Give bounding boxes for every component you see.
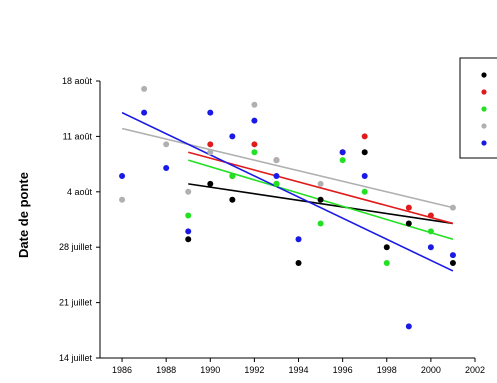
data-point [251, 141, 258, 148]
data-point [207, 180, 214, 187]
x-tick-label: 1990 [200, 365, 220, 375]
trend-lines [121, 111, 454, 272]
data-point [251, 149, 258, 156]
data-point [295, 260, 302, 267]
data-point [449, 204, 456, 211]
legend-marker [481, 89, 487, 95]
data-points [119, 85, 456, 330]
trend-line [121, 127, 454, 209]
trend-line [188, 151, 454, 225]
data-point [317, 220, 324, 227]
x-tick-label: 1988 [156, 365, 176, 375]
legend-marker [481, 123, 487, 129]
data-point [185, 212, 192, 219]
trend-line [188, 183, 454, 225]
data-point [207, 109, 214, 116]
data-point [273, 180, 280, 187]
y-tick-label: 18 août [62, 76, 93, 86]
data-point [317, 196, 324, 203]
data-point [361, 188, 368, 195]
data-point [361, 133, 368, 140]
x-tick-label: 1992 [244, 365, 264, 375]
x-tick-label: 2000 [421, 365, 441, 375]
x-tick-label: 1996 [333, 365, 353, 375]
data-point [383, 244, 390, 251]
data-point [339, 157, 346, 164]
data-point [427, 228, 434, 235]
data-point [119, 172, 126, 179]
y-axis-title: Date de ponte [16, 172, 31, 258]
data-point [141, 85, 148, 92]
data-point [427, 212, 434, 219]
data-point [185, 236, 192, 243]
data-point [449, 252, 456, 259]
data-point [405, 323, 412, 330]
data-point [229, 196, 236, 203]
y-tick-label: 4 août [67, 187, 93, 197]
data-point [449, 260, 456, 267]
legend-marker [481, 140, 487, 146]
x-tick-label: 2002 [465, 365, 485, 375]
data-point [163, 141, 170, 148]
data-point [207, 141, 214, 148]
data-point [361, 149, 368, 156]
y-tick-label: 21 juillet [59, 298, 93, 308]
data-point [229, 172, 236, 179]
data-point [251, 117, 258, 124]
x-tick-labels: 1986 1988 1990 1992 1994 1996 1998 2000 2002 [112, 365, 485, 375]
data-point [405, 220, 412, 227]
data-point [185, 188, 192, 195]
data-point [273, 157, 280, 164]
data-point [361, 172, 368, 179]
data-point [273, 172, 280, 179]
y-tick-label: 28 juillet [59, 242, 93, 252]
data-point [185, 228, 192, 235]
data-point [141, 109, 148, 116]
data-point [295, 236, 302, 243]
x-tick-label: 1986 [112, 365, 132, 375]
data-point [427, 244, 434, 251]
data-point [229, 133, 236, 140]
axes [96, 80, 476, 362]
data-point [207, 149, 214, 156]
legend-box [459, 57, 497, 159]
data-point [317, 180, 324, 187]
data-point [383, 260, 390, 267]
legend [459, 57, 497, 159]
trend-line [121, 111, 454, 272]
data-point [119, 196, 126, 203]
data-point [405, 204, 412, 211]
x-tick-label: 1998 [377, 365, 397, 375]
data-point [163, 165, 170, 172]
x-tick-label: 1994 [289, 365, 309, 375]
data-point [339, 149, 346, 156]
legend-marker [481, 106, 487, 112]
legend-marker [481, 72, 487, 78]
y-tick-labels: 14 juillet 21 juillet 28 juillet 4 août 11 a… [59, 76, 93, 363]
y-tick-label: 11 août [63, 131, 93, 141]
data-point [251, 101, 258, 108]
y-tick-label: 14 juillet [59, 353, 93, 363]
